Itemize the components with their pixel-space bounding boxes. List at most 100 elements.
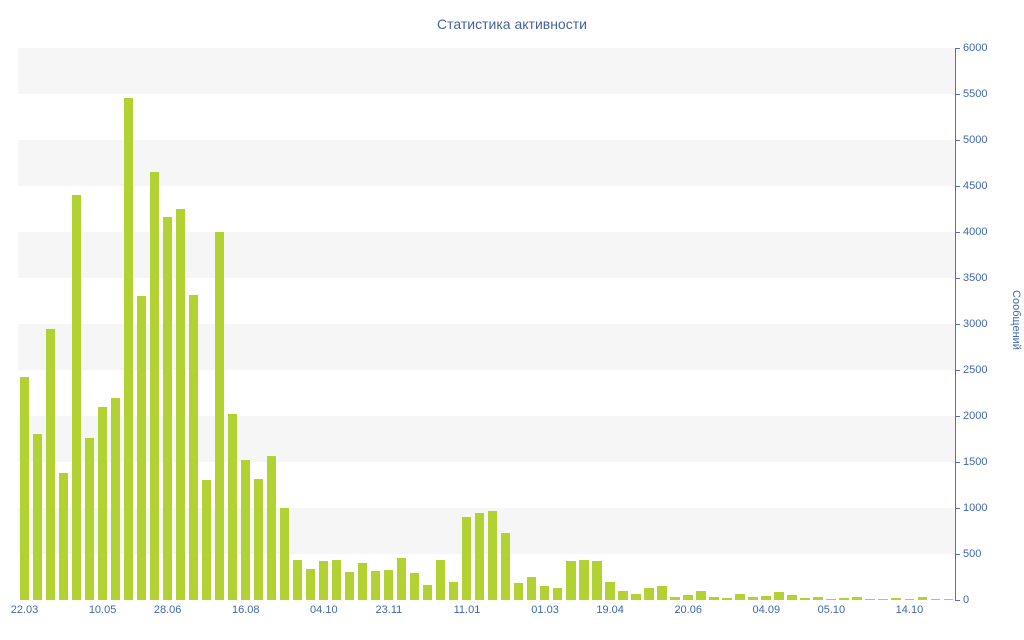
bar	[514, 583, 524, 600]
y-tick-label: 4000	[963, 226, 988, 238]
bar	[149, 172, 160, 600]
y-tick-mark	[956, 370, 960, 371]
bar	[865, 598, 875, 600]
bar	[279, 508, 290, 600]
bar	[774, 591, 784, 600]
bar	[683, 595, 693, 600]
x-tick-label: 16.08	[231, 604, 260, 616]
x-tick-label: 23.11	[375, 604, 403, 616]
y-tick-label: 3500	[963, 272, 988, 284]
bar	[852, 596, 862, 600]
x-tick-label: 05.10	[817, 604, 846, 616]
bar	[357, 563, 368, 600]
bar	[227, 414, 238, 600]
bar	[266, 456, 277, 600]
bar	[383, 569, 394, 600]
y-axis-line	[955, 48, 956, 601]
grid-band	[18, 48, 955, 94]
bar	[592, 561, 602, 600]
y-tick-label: 1000	[963, 502, 988, 514]
bar	[787, 594, 797, 600]
bar	[32, 434, 42, 600]
grid-band	[18, 508, 955, 554]
grid-band	[18, 140, 955, 186]
y-tick-mark	[956, 232, 960, 233]
bar	[943, 598, 953, 600]
grid-band	[18, 94, 955, 140]
y-tick-label: 2000	[963, 410, 988, 422]
bar	[409, 573, 420, 600]
y-tick-mark	[956, 278, 960, 279]
y-tick-mark	[956, 416, 960, 417]
bar	[19, 377, 29, 600]
bar	[800, 598, 810, 600]
x-tick-label: 11.01	[453, 604, 481, 616]
x-tick-label: 10.05	[88, 604, 117, 616]
y-tick-mark	[956, 140, 960, 141]
y-tick-label: 1500	[963, 456, 988, 468]
bar	[527, 577, 537, 600]
bar	[136, 296, 147, 600]
grid-band	[18, 186, 955, 232]
bar	[110, 397, 121, 600]
x-tick-label: 28.06	[153, 604, 182, 616]
bar	[839, 597, 849, 600]
bar	[436, 559, 446, 600]
bar	[696, 590, 706, 600]
bar	[709, 597, 719, 600]
y-tick-mark	[956, 48, 960, 49]
y-tick-label: 2500	[963, 364, 988, 376]
bar	[318, 561, 329, 600]
bar	[501, 532, 511, 600]
bar	[240, 460, 251, 600]
bar	[370, 571, 381, 600]
grid-band	[18, 416, 955, 462]
bar	[722, 597, 732, 600]
bar	[449, 581, 459, 600]
bar	[579, 560, 589, 600]
bar	[748, 597, 758, 600]
bar	[566, 561, 576, 600]
y-tick-mark	[956, 462, 960, 463]
bar	[45, 328, 55, 600]
bar	[657, 586, 667, 600]
bar	[462, 517, 472, 600]
bar	[891, 598, 901, 600]
bar	[162, 217, 173, 600]
bar	[761, 595, 771, 600]
plot-area	[18, 48, 955, 600]
bar	[904, 599, 914, 600]
bar	[58, 473, 68, 600]
x-tick-label: 20.06	[674, 604, 702, 616]
grid-band	[18, 324, 955, 370]
x-tick-label: 04.10	[310, 604, 338, 616]
bar	[214, 232, 225, 600]
y-tick-label: 5000	[963, 134, 988, 146]
y-tick-mark	[956, 94, 960, 95]
bar	[396, 557, 407, 600]
bar	[605, 581, 615, 600]
bar	[123, 97, 134, 600]
y-tick-label: 4500	[963, 180, 988, 192]
bar	[97, 406, 107, 600]
x-tick-label: 22.03	[10, 604, 39, 616]
bar	[475, 512, 485, 600]
x-tick-label: 19.04	[596, 604, 624, 616]
grid-band	[18, 232, 955, 278]
bar	[917, 597, 927, 600]
y-tick-label: 5500	[963, 88, 988, 100]
bar	[84, 438, 94, 600]
bar	[670, 596, 680, 600]
grid-band	[18, 554, 955, 600]
bar	[71, 195, 81, 600]
bar	[826, 598, 836, 600]
bar	[735, 593, 745, 600]
y-axis-title: Сообщений	[1010, 290, 1022, 350]
bar	[618, 590, 628, 600]
bar	[631, 594, 641, 600]
bar	[553, 588, 563, 600]
bar	[292, 560, 303, 600]
bar	[813, 596, 823, 600]
bar	[422, 585, 433, 600]
